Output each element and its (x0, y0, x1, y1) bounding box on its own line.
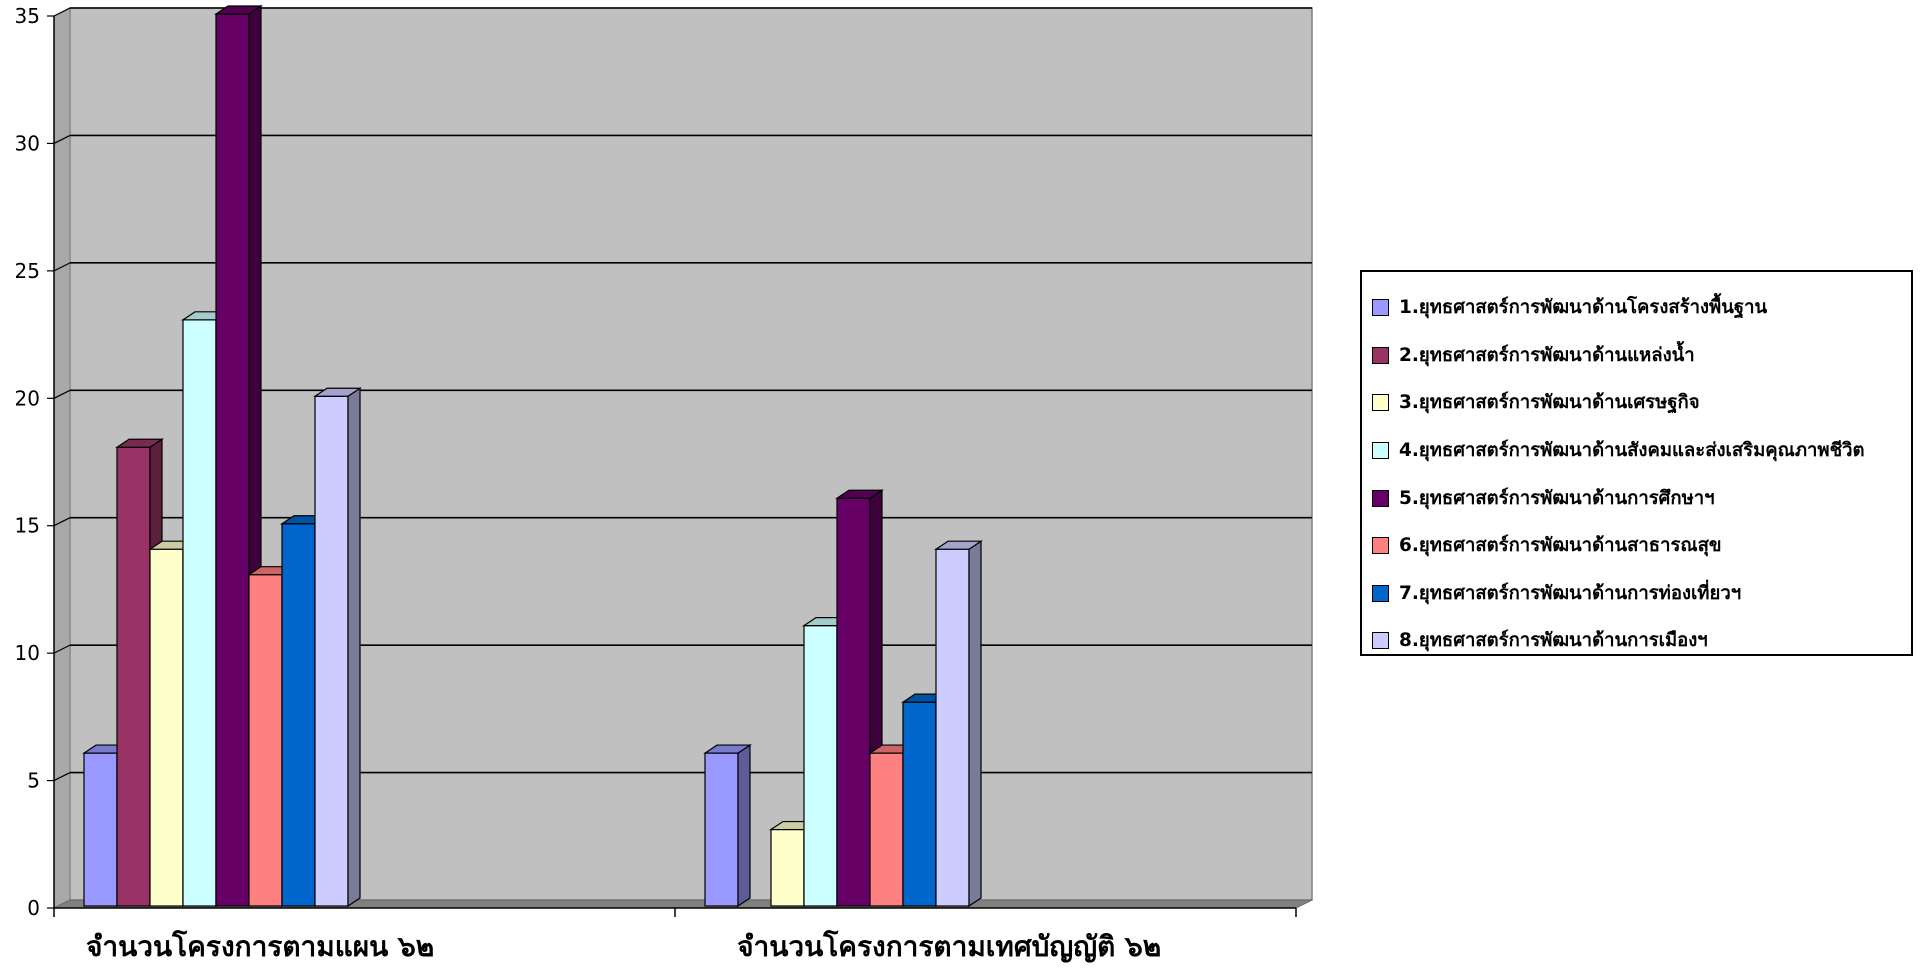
legend-item: 2.ยุทธศาสตร์การพัฒนาด้านแหล่งน้ำ (1372, 332, 1911, 380)
bar-side (968, 540, 982, 908)
legend-label: 7.ยุทธศาสตร์การพัฒนาด้านการท่องเที่ยวฯ (1399, 582, 1742, 604)
bar-front (704, 752, 739, 907)
legend-item: 1.ยุทธศาสตร์การพัฒนาด้านโครงสร้างพื้นฐาน (1372, 284, 1911, 332)
legend-item: 7.ยุทธศาสตร์การพัฒนาด้านการท่องเที่ยวฯ (1372, 570, 1911, 618)
bar-front (248, 574, 283, 907)
bar-front (182, 319, 217, 907)
bar (868, 743, 917, 908)
legend-swatch (1372, 537, 1389, 555)
legend-swatch (1372, 394, 1389, 412)
gridline-side (53, 389, 71, 399)
legend-label: 1.ยุทธศาสตร์การพัฒนาด้านโครงสร้างพื้นฐาน (1399, 297, 1768, 319)
bar (835, 489, 884, 908)
bar-front (902, 701, 937, 907)
y-tick-label: 15 (15, 514, 40, 538)
axes (53, 16, 1297, 917)
bar-front (314, 395, 349, 907)
legend-item: 8.ยุทธศาสตร์การพัฒนาด้านการเมืองฯ (1372, 617, 1911, 665)
bar-front (803, 625, 838, 907)
legend-label: 2.ยุทธศาสตร์การพัฒนาด้านแหล่งน้ำ (1399, 344, 1695, 366)
legend-label: 3.ยุทธศาสตร์การพัฒนาด้านเศรษฐกิจ (1399, 392, 1700, 414)
bar-top (115, 438, 164, 448)
legend-label: 6.ยุทธศาสตร์การพัฒนาด้านสาธารณสุข (1399, 535, 1722, 557)
legend-swatch (1372, 489, 1389, 507)
legend-swatch (1372, 442, 1389, 460)
y-tick-label: 35 (15, 4, 40, 28)
gridline-side (53, 772, 71, 782)
bar-front (935, 548, 970, 907)
bar-front (281, 523, 316, 907)
side-wall (53, 7, 71, 909)
y-tick-label: 20 (15, 386, 40, 410)
bar-front (869, 752, 904, 907)
y-tick-label: 25 (15, 259, 40, 283)
gridline-side (53, 7, 71, 17)
bar-top (703, 744, 752, 754)
legend-item: 6.ยุทธศาสตร์การพัฒนาด้านสาธารณสุข (1372, 522, 1911, 570)
legend-label: 4.ยุทธศาสตร์การพัฒนาด้านสังคมและส่งเสริม… (1399, 440, 1865, 462)
y-tick-label: 0 (27, 896, 40, 920)
gridline-side (53, 517, 71, 527)
legend-item: 4.ยุทธศาสตร์การพัฒนาด้านสังคมและส่งเสริม… (1372, 427, 1911, 475)
gridline-side (53, 262, 71, 272)
legend-swatch (1372, 346, 1389, 364)
x-axis-category-labels: จำนวนโครงการตามแผน ๖๒ จำนวนโครงการตามเทศบ… (86, 929, 1161, 963)
legend-item: 3.ยุทธศาสตร์การพัฒนาด้านเศรษฐกิจ (1372, 379, 1911, 427)
bar (313, 387, 362, 908)
bar (934, 540, 983, 908)
x-category-label: จำนวนโครงการตามแผน ๖๒ (86, 929, 434, 963)
legend-swatch (1372, 584, 1389, 602)
bar-front (83, 752, 118, 907)
y-tick-label: 5 (27, 769, 40, 793)
gridline-side (53, 134, 71, 144)
bar-top (214, 5, 263, 15)
bar-front (149, 548, 184, 907)
bar-top (313, 387, 362, 397)
legend: 1.ยุทธศาสตร์การพัฒนาด้านโครงสร้างพื้นฐาน… (1360, 270, 1913, 656)
bar-front (215, 13, 250, 907)
bar-front (836, 497, 871, 907)
y-axis-tick-labels: 0 5 10 15 20 25 30 35 (15, 4, 54, 920)
bars (82, 4, 983, 908)
y-tick-label: 10 (15, 641, 40, 665)
bar-top (934, 540, 983, 550)
bar-side (347, 387, 361, 908)
y-tick-label: 30 (15, 131, 40, 155)
gridline-side (53, 644, 71, 654)
legend-label: 8.ยุทธศาสตร์การพัฒนาด้านการเมืองฯ (1399, 630, 1708, 652)
bar-top (835, 489, 884, 499)
x-category-label: จำนวนโครงการตามเทศบัญญัติ ๖๒ (737, 929, 1161, 963)
legend-label: 5.ยุทธศาสตร์การพัฒนาด้านการศึกษาฯ (1399, 487, 1715, 509)
bar-front (770, 828, 805, 907)
bar-front (116, 446, 151, 907)
legend-item: 5.ยุทธศาสตร์การพัฒนาด้านการศึกษาฯ (1372, 474, 1911, 522)
legend-swatch (1372, 299, 1389, 317)
bar-side (737, 743, 751, 908)
bar (703, 743, 752, 908)
legend-swatch (1372, 632, 1389, 650)
